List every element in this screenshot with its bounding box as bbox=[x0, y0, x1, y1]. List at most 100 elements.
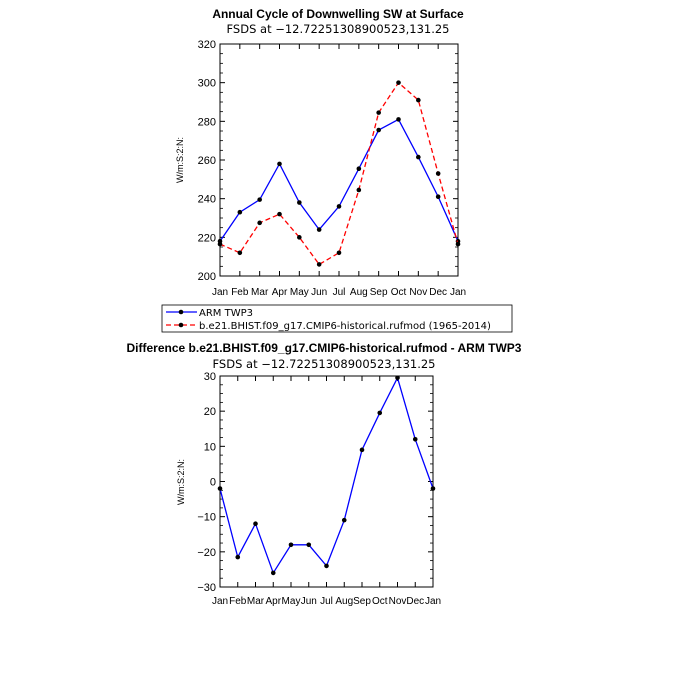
bottom-chart-subtitle: FSDS at −12.72251308900523,131.25 bbox=[213, 357, 436, 371]
top-series-0-point bbox=[376, 127, 381, 133]
legend-label-arm: ARM TWP3 bbox=[199, 308, 253, 319]
top-ytick-label: 200 bbox=[198, 271, 216, 283]
top-chart-ylabel: W/m:S:2:N: bbox=[175, 137, 185, 183]
top-series-0-point bbox=[297, 200, 302, 205]
bottom-series-0-point bbox=[270, 570, 276, 576]
bottom-ytick-label: 30 bbox=[204, 371, 216, 383]
legend-marker-arm bbox=[178, 309, 184, 315]
bottom-xtick-label: Jul bbox=[320, 596, 333, 607]
top-plot-frame bbox=[219, 43, 459, 277]
top-ytick-label: 300 bbox=[198, 78, 216, 90]
bottom-series-0-point bbox=[324, 563, 329, 569]
top-ytick-label: 280 bbox=[198, 116, 216, 128]
top-series-1-point bbox=[217, 241, 223, 247]
bottom-series-0-point bbox=[359, 447, 365, 453]
top-series-0-point bbox=[336, 204, 342, 209]
top-series-line-1 bbox=[219, 81, 459, 266]
top-ytick-label: 320 bbox=[198, 39, 216, 51]
bottom-xtick-label: Mar bbox=[247, 596, 265, 607]
top-series-1-point bbox=[455, 241, 461, 247]
top-xtick-label: Feb bbox=[231, 287, 249, 298]
bottom-series-0-point bbox=[395, 375, 400, 381]
legend-box bbox=[161, 304, 513, 333]
top-series-1-point bbox=[257, 220, 262, 226]
bottom-xtick-label: Aug bbox=[335, 596, 353, 607]
top-xtick-label: Jan bbox=[212, 287, 228, 298]
top-series-0-point bbox=[396, 117, 401, 122]
bottom-xtick-label: Jan bbox=[212, 596, 228, 607]
top-series-1-point bbox=[356, 187, 362, 193]
top-series-line-0 bbox=[219, 118, 459, 242]
bottom-series-0-point bbox=[217, 486, 223, 491]
bottom-xtick-label: Jun bbox=[301, 596, 317, 607]
top-xtick-label: Jun bbox=[311, 287, 327, 298]
top-chart-subtitle: FSDS at −12.72251308900523,131.25 bbox=[227, 22, 450, 36]
bottom-xtick-label: Jan bbox=[425, 596, 441, 607]
top-series-1-point bbox=[297, 235, 302, 240]
bottom-series-0-point bbox=[341, 517, 347, 523]
top-series-0-point bbox=[416, 154, 421, 160]
top-xtick-label: Sep bbox=[370, 287, 388, 298]
bottom-series-0-point bbox=[306, 542, 312, 548]
legend-marker-model bbox=[178, 322, 184, 328]
bottom-chart: Difference b.e21.BHIST.f09_g17.CMIP6-his… bbox=[127, 341, 522, 607]
legend-label-model: b.e21.BHIST.f09_g17.CMIP6-historical.ruf… bbox=[199, 321, 491, 332]
top-chart-lines bbox=[217, 80, 461, 267]
top-series-1-point bbox=[237, 250, 243, 256]
top-series-0-point bbox=[316, 227, 322, 232]
bottom-ytick-label: 10 bbox=[204, 441, 216, 453]
bottom-series-0-point bbox=[288, 542, 294, 548]
bottom-chart-lines bbox=[217, 375, 436, 576]
bottom-series-0-point bbox=[253, 521, 258, 526]
bottom-ytick-label: −20 bbox=[197, 547, 216, 559]
bottom-xtick-label: Nov bbox=[389, 596, 407, 607]
top-xtick-label: Nov bbox=[409, 287, 427, 298]
top-series-1-point bbox=[396, 80, 401, 85]
bottom-plot-frame bbox=[219, 375, 434, 588]
top-series-1-point bbox=[316, 262, 322, 267]
top-xtick-label: Mar bbox=[251, 287, 269, 298]
top-ytick-label: 220 bbox=[198, 232, 216, 244]
top-xtick-label: Dec bbox=[429, 287, 447, 298]
bottom-chart-title: Difference b.e21.BHIST.f09_g17.CMIP6-his… bbox=[127, 341, 522, 355]
top-series-1-point bbox=[277, 211, 282, 217]
top-series-1-point bbox=[435, 171, 441, 176]
top-series-0-point bbox=[277, 161, 282, 167]
bottom-chart-ylabel: W/m:S:2:N: bbox=[176, 459, 186, 505]
top-xtick-label: Jul bbox=[333, 287, 346, 298]
legend: ARM TWP3 b.e21.BHIST.f09_g17.CMIP6-histo… bbox=[161, 304, 513, 333]
top-series-1-point bbox=[336, 250, 342, 256]
top-series-1-point bbox=[416, 97, 421, 103]
bottom-series-line-0 bbox=[219, 375, 434, 575]
bottom-series-0-point bbox=[235, 554, 241, 560]
top-xtick-label: Oct bbox=[391, 287, 407, 298]
top-series-0-point bbox=[435, 194, 441, 200]
bottom-xtick-label: May bbox=[282, 596, 301, 607]
bottom-xtick-label: Apr bbox=[265, 596, 281, 607]
top-series-1-point bbox=[376, 110, 381, 115]
top-xtick-label: May bbox=[290, 287, 309, 298]
top-xtick-label: Apr bbox=[272, 287, 288, 298]
bottom-xtick-label: Sep bbox=[353, 596, 371, 607]
top-series-0-point bbox=[356, 166, 362, 171]
bottom-xtick-label: Feb bbox=[229, 596, 247, 607]
bottom-xtick-label: Dec bbox=[406, 596, 424, 607]
top-xtick-label: Aug bbox=[350, 287, 368, 298]
bottom-series-0-point bbox=[377, 410, 383, 416]
bottom-xtick-label: Oct bbox=[372, 596, 388, 607]
top-series-0-point bbox=[237, 209, 243, 215]
bottom-ytick-label: 0 bbox=[210, 477, 216, 489]
top-series-0-point bbox=[257, 197, 262, 202]
top-ytick-label: 260 bbox=[198, 155, 216, 167]
top-chart: Annual Cycle of Downwelling SW at Surfac… bbox=[175, 7, 466, 298]
bottom-ytick-label: −10 bbox=[197, 512, 216, 524]
top-ytick-label: 240 bbox=[198, 194, 216, 206]
bottom-series-0-point bbox=[430, 486, 436, 491]
bottom-series-0-point bbox=[412, 437, 418, 442]
bottom-ytick-label: 20 bbox=[204, 406, 216, 418]
bottom-ytick-label: −30 bbox=[197, 582, 216, 594]
top-xtick-label: Jan bbox=[450, 287, 466, 298]
